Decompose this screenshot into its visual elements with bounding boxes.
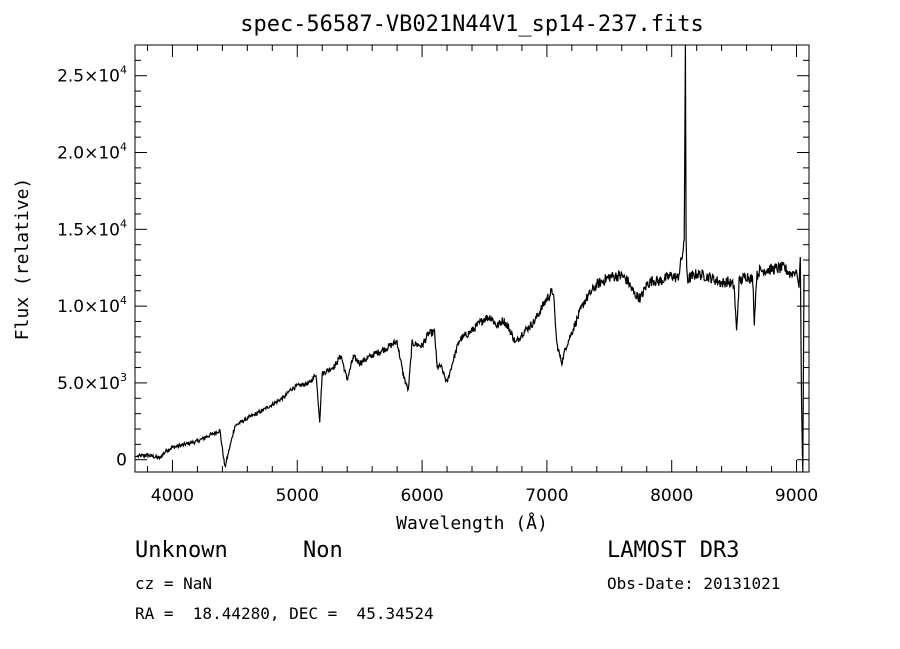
y-tick-label: 1.0×104	[57, 294, 127, 317]
y-tick-label: 5.0×103	[57, 371, 127, 394]
redshift-value: cz = NaN	[135, 574, 213, 593]
y-tick-labels: 0 5.0×103 1.0×104 1.5×104 2.0×104 2.5×104	[57, 64, 127, 471]
x-tick-label: 6000	[400, 486, 443, 506]
x-tick-labels: 4000 5000 6000 7000 8000 9000	[151, 486, 818, 506]
axis-ticks	[135, 45, 809, 472]
x-tick-label: 4000	[151, 486, 194, 506]
observation-date: Obs-Date: 20131021	[607, 574, 781, 593]
plot-frame	[134, 44, 810, 473]
object-type: Unknown	[135, 538, 228, 563]
flux-series-line	[135, 45, 805, 472]
y-tick-label: 2.5×104	[57, 64, 127, 87]
y-tick-label: 1.5×104	[57, 217, 127, 240]
x-axis-label: Wavelength (Å)	[396, 512, 548, 534]
chart-title: spec-56587-VB021N44V1_sp14-237.fits	[240, 12, 704, 37]
y-axis-label: Flux (relative)	[12, 178, 33, 341]
object-subclass: Non	[303, 538, 343, 563]
y-tick-label: 2.0×104	[57, 141, 127, 164]
survey-name: LAMOST DR3	[607, 538, 740, 563]
coordinates: RA = 18.44280, DEC = 45.34524	[135, 604, 434, 623]
x-tick-label: 7000	[525, 486, 568, 506]
x-tick-label: 5000	[276, 486, 319, 506]
x-tick-label: 8000	[650, 486, 693, 506]
x-tick-label: 9000	[775, 486, 818, 506]
y-tick-label: 0	[116, 451, 127, 471]
